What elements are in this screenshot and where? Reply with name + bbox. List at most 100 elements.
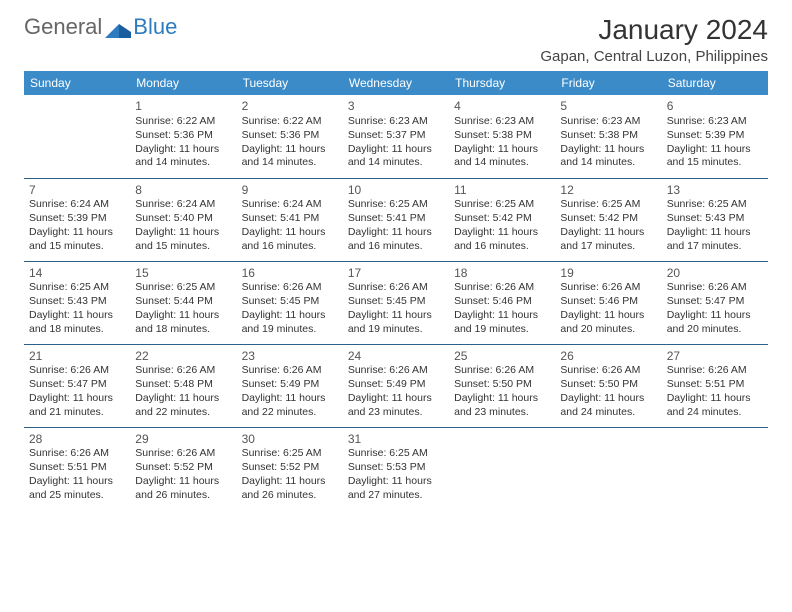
sunset-text: Sunset: 5:50 PM <box>454 378 550 392</box>
sunset-text: Sunset: 5:36 PM <box>135 129 231 143</box>
calendar-day-cell: 27Sunrise: 6:26 AMSunset: 5:51 PMDayligh… <box>662 344 768 427</box>
sunset-text: Sunset: 5:43 PM <box>29 295 125 309</box>
daylight-text: Daylight: 11 hours and 24 minutes. <box>667 392 763 420</box>
daylight-text: Daylight: 11 hours and 26 minutes. <box>242 475 338 503</box>
daylight-text: Daylight: 11 hours and 17 minutes. <box>560 226 656 254</box>
calendar-day-cell: 22Sunrise: 6:26 AMSunset: 5:48 PMDayligh… <box>130 344 236 427</box>
daylight-text: Daylight: 11 hours and 22 minutes. <box>242 392 338 420</box>
daylight-text: Daylight: 11 hours and 17 minutes. <box>667 226 763 254</box>
sunset-text: Sunset: 5:39 PM <box>667 129 763 143</box>
daylight-text: Daylight: 11 hours and 20 minutes. <box>667 309 763 337</box>
day-details: Sunrise: 6:25 AMSunset: 5:44 PMDaylight:… <box>135 281 231 336</box>
day-number: 20 <box>667 266 763 282</box>
day-number: 28 <box>29 432 125 448</box>
calendar-day-cell: 24Sunrise: 6:26 AMSunset: 5:49 PMDayligh… <box>343 344 449 427</box>
day-number: 18 <box>454 266 550 282</box>
weekday-header: Thursday <box>449 71 555 95</box>
calendar-week-row: 28Sunrise: 6:26 AMSunset: 5:51 PMDayligh… <box>24 427 768 510</box>
daylight-text: Daylight: 11 hours and 25 minutes. <box>29 475 125 503</box>
day-number: 7 <box>29 183 125 199</box>
day-number: 8 <box>135 183 231 199</box>
calendar-day-cell: 8Sunrise: 6:24 AMSunset: 5:40 PMDaylight… <box>130 178 236 261</box>
daylight-text: Daylight: 11 hours and 15 minutes. <box>667 143 763 171</box>
calendar-day-cell: 4Sunrise: 6:23 AMSunset: 5:38 PMDaylight… <box>449 95 555 178</box>
calendar-day-cell: 9Sunrise: 6:24 AMSunset: 5:41 PMDaylight… <box>237 178 343 261</box>
sunset-text: Sunset: 5:48 PM <box>135 378 231 392</box>
calendar-day-cell: 7Sunrise: 6:24 AMSunset: 5:39 PMDaylight… <box>24 178 130 261</box>
day-details: Sunrise: 6:26 AMSunset: 5:45 PMDaylight:… <box>348 281 444 336</box>
sunset-text: Sunset: 5:41 PM <box>348 212 444 226</box>
day-details: Sunrise: 6:23 AMSunset: 5:39 PMDaylight:… <box>667 115 763 170</box>
day-number: 22 <box>135 349 231 365</box>
calendar-day-cell <box>449 427 555 510</box>
day-details: Sunrise: 6:25 AMSunset: 5:42 PMDaylight:… <box>454 198 550 253</box>
logo-text-general: General <box>24 14 102 40</box>
sunrise-text: Sunrise: 6:22 AM <box>135 115 231 129</box>
weekday-header: Sunday <box>24 71 130 95</box>
sunrise-text: Sunrise: 6:23 AM <box>348 115 444 129</box>
logo-mark-icon <box>105 18 131 36</box>
day-details: Sunrise: 6:26 AMSunset: 5:49 PMDaylight:… <box>348 364 444 419</box>
day-number: 3 <box>348 99 444 115</box>
sunset-text: Sunset: 5:50 PM <box>560 378 656 392</box>
day-number: 6 <box>667 99 763 115</box>
sunset-text: Sunset: 5:38 PM <box>454 129 550 143</box>
day-number: 26 <box>560 349 656 365</box>
calendar-day-cell: 5Sunrise: 6:23 AMSunset: 5:38 PMDaylight… <box>555 95 661 178</box>
sunrise-text: Sunrise: 6:25 AM <box>29 281 125 295</box>
calendar-day-cell: 18Sunrise: 6:26 AMSunset: 5:46 PMDayligh… <box>449 261 555 344</box>
sunrise-text: Sunrise: 6:26 AM <box>242 364 338 378</box>
sunrise-text: Sunrise: 6:26 AM <box>135 447 231 461</box>
day-number: 10 <box>348 183 444 199</box>
calendar-day-cell: 30Sunrise: 6:25 AMSunset: 5:52 PMDayligh… <box>237 427 343 510</box>
daylight-text: Daylight: 11 hours and 21 minutes. <box>29 392 125 420</box>
day-details: Sunrise: 6:25 AMSunset: 5:52 PMDaylight:… <box>242 447 338 502</box>
daylight-text: Daylight: 11 hours and 27 minutes. <box>348 475 444 503</box>
sunrise-text: Sunrise: 6:26 AM <box>454 281 550 295</box>
day-details: Sunrise: 6:24 AMSunset: 5:39 PMDaylight:… <box>29 198 125 253</box>
sunset-text: Sunset: 5:47 PM <box>29 378 125 392</box>
day-number: 11 <box>454 183 550 199</box>
day-details: Sunrise: 6:26 AMSunset: 5:51 PMDaylight:… <box>667 364 763 419</box>
day-number: 27 <box>667 349 763 365</box>
day-details: Sunrise: 6:25 AMSunset: 5:42 PMDaylight:… <box>560 198 656 253</box>
daylight-text: Daylight: 11 hours and 18 minutes. <box>29 309 125 337</box>
calendar-day-cell: 28Sunrise: 6:26 AMSunset: 5:51 PMDayligh… <box>24 427 130 510</box>
sunrise-text: Sunrise: 6:26 AM <box>667 364 763 378</box>
sunset-text: Sunset: 5:42 PM <box>454 212 550 226</box>
daylight-text: Daylight: 11 hours and 19 minutes. <box>242 309 338 337</box>
weekday-header: Monday <box>130 71 236 95</box>
sunrise-text: Sunrise: 6:25 AM <box>348 447 444 461</box>
sunrise-text: Sunrise: 6:26 AM <box>667 281 763 295</box>
daylight-text: Daylight: 11 hours and 23 minutes. <box>454 392 550 420</box>
day-number: 5 <box>560 99 656 115</box>
sunrise-text: Sunrise: 6:23 AM <box>667 115 763 129</box>
sunrise-text: Sunrise: 6:23 AM <box>560 115 656 129</box>
weekday-header: Tuesday <box>237 71 343 95</box>
weekday-header: Friday <box>555 71 661 95</box>
day-number: 13 <box>667 183 763 199</box>
sunset-text: Sunset: 5:44 PM <box>135 295 231 309</box>
daylight-text: Daylight: 11 hours and 16 minutes. <box>242 226 338 254</box>
day-details: Sunrise: 6:26 AMSunset: 5:47 PMDaylight:… <box>667 281 763 336</box>
sunset-text: Sunset: 5:46 PM <box>454 295 550 309</box>
sunrise-text: Sunrise: 6:26 AM <box>135 364 231 378</box>
day-number: 1 <box>135 99 231 115</box>
sunrise-text: Sunrise: 6:25 AM <box>560 198 656 212</box>
day-details: Sunrise: 6:24 AMSunset: 5:40 PMDaylight:… <box>135 198 231 253</box>
weekday-header: Wednesday <box>343 71 449 95</box>
day-details: Sunrise: 6:26 AMSunset: 5:50 PMDaylight:… <box>454 364 550 419</box>
day-number: 21 <box>29 349 125 365</box>
sunset-text: Sunset: 5:37 PM <box>348 129 444 143</box>
day-details: Sunrise: 6:23 AMSunset: 5:37 PMDaylight:… <box>348 115 444 170</box>
day-details: Sunrise: 6:26 AMSunset: 5:52 PMDaylight:… <box>135 447 231 502</box>
daylight-text: Daylight: 11 hours and 14 minutes. <box>242 143 338 171</box>
calendar-week-row: 7Sunrise: 6:24 AMSunset: 5:39 PMDaylight… <box>24 178 768 261</box>
daylight-text: Daylight: 11 hours and 14 minutes. <box>135 143 231 171</box>
day-number: 2 <box>242 99 338 115</box>
day-details: Sunrise: 6:26 AMSunset: 5:48 PMDaylight:… <box>135 364 231 419</box>
calendar-day-cell <box>662 427 768 510</box>
day-number: 25 <box>454 349 550 365</box>
day-number: 30 <box>242 432 338 448</box>
daylight-text: Daylight: 11 hours and 15 minutes. <box>135 226 231 254</box>
